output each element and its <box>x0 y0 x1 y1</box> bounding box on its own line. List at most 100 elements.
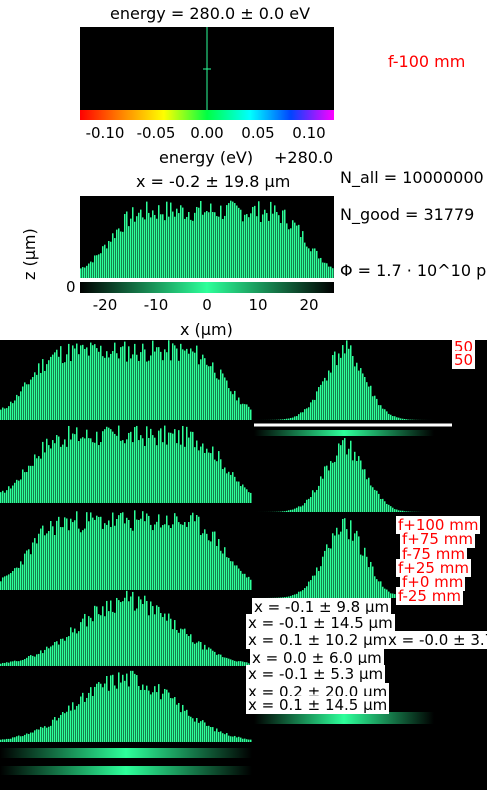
lower-left-bar-3 <box>152 606 154 666</box>
main-bar <box>130 218 132 278</box>
lower-left-bar-2 <box>242 573 244 590</box>
lower-left-bar-3 <box>146 600 148 666</box>
lower-left-bar-2 <box>218 539 220 590</box>
lower-right-bar-2 <box>312 575 314 598</box>
lower-right-bar-2 <box>394 594 396 598</box>
lower-left-bar-3 <box>154 614 156 666</box>
lower-left-bar-0 <box>104 357 106 420</box>
lower-right-bar-2 <box>330 548 332 598</box>
lower-left-bar-3 <box>148 615 150 666</box>
lower-left-bar-4 <box>14 737 16 742</box>
lower-left-bar-2 <box>86 512 88 590</box>
lower-left-bar-0 <box>150 355 152 420</box>
lower-left-bar-2 <box>146 513 148 590</box>
lower-left-bar-3 <box>18 661 20 666</box>
lower-left-bar-0 <box>192 351 194 420</box>
energy-tick-3: 0.05 <box>241 124 275 142</box>
lower-left-bar-4 <box>24 734 26 742</box>
lower-left-bar-0 <box>146 361 148 420</box>
lower-strip-3 <box>254 430 434 436</box>
lower-left-bar-0 <box>138 360 140 420</box>
lower-left-bar-0 <box>46 364 48 420</box>
lower-left-bar-0 <box>182 349 184 420</box>
main-bar <box>106 248 108 278</box>
lower-left-bar-1 <box>238 481 240 503</box>
main-bar <box>300 237 302 278</box>
lower-right-bar-0 <box>292 417 294 420</box>
lower-right-bar-1 <box>372 487 374 512</box>
lower-left-bar-0 <box>134 343 136 420</box>
lower-left-bar-4 <box>208 725 210 742</box>
lower-left-bar-0 <box>82 344 84 420</box>
main-bar <box>116 229 118 278</box>
lower-left-bar-3 <box>62 638 64 666</box>
lower-left-bar-3 <box>178 632 180 666</box>
lower-right-bar-1 <box>308 498 310 512</box>
n-all: N_all = 10000000 <box>340 168 484 187</box>
lower-right-bar-1 <box>374 489 376 512</box>
lower-left-bar-0 <box>204 358 206 420</box>
lower-left-bar-0 <box>58 356 60 420</box>
lower-left-bar-4 <box>204 722 206 742</box>
lower-left-bar-0 <box>236 400 238 420</box>
lower-left-bar-3 <box>64 640 66 666</box>
lower-right-bar-0 <box>312 399 314 420</box>
main-bar <box>232 201 234 278</box>
lower-left-bar-1 <box>106 426 108 503</box>
lower-left-bar-2 <box>56 520 58 590</box>
lower-right-bar-0 <box>342 345 344 420</box>
lower-left-bar-4 <box>174 697 176 742</box>
lower-left-bar-1 <box>10 488 12 503</box>
lower-left-bar-3 <box>42 653 44 666</box>
lower-left-bar-2 <box>228 557 230 590</box>
energy-tick-1: -0.05 <box>136 124 176 142</box>
lower-left-bar-4 <box>186 709 188 742</box>
lower-right-bar-1 <box>284 511 286 512</box>
main-bar <box>82 267 84 278</box>
lower-left-bar-4 <box>216 728 218 742</box>
lower-left-bar-4 <box>192 718 194 742</box>
lower-left-bar-2 <box>244 573 246 590</box>
lower-left-bar-3 <box>182 629 184 666</box>
lower-left-bar-4 <box>246 739 248 742</box>
z-axis-label: z (μm) <box>20 228 39 280</box>
lower-left-bar-1 <box>76 427 78 503</box>
lower-right-bar-0 <box>324 377 326 420</box>
lower-left-bar-1 <box>242 484 244 503</box>
overlay-focus-6: f-25 mm <box>396 587 463 605</box>
lower-left-bar-1 <box>186 426 188 503</box>
lower-right-bar-1 <box>334 461 336 512</box>
lower-left-bar-4 <box>58 717 60 742</box>
lower-right-bar-0 <box>402 418 404 420</box>
lower-left-bar-2 <box>190 515 192 590</box>
lower-left-bar-4 <box>218 731 220 742</box>
lower-left-bar-3 <box>44 649 46 666</box>
lower-right-bar-2 <box>356 530 358 598</box>
lower-left-bar-4 <box>98 682 100 742</box>
lower-left-bar-3 <box>104 616 106 666</box>
main-bar <box>90 261 92 278</box>
main-bar <box>206 211 208 278</box>
lower-left-bar-3 <box>92 621 94 666</box>
lower-right-bar-1 <box>382 498 384 512</box>
lower-left-bar-4 <box>198 722 200 742</box>
lower-left-bar-0 <box>2 407 4 420</box>
lower-left-bar-0 <box>74 348 76 420</box>
main-bar <box>266 213 268 278</box>
lower-left-bar-1 <box>32 465 34 503</box>
lower-right-bar-2 <box>300 591 302 598</box>
lower-left-bar-0 <box>188 353 190 420</box>
lower-left-bar-0 <box>40 372 42 420</box>
lower-left-bar-0 <box>242 403 244 420</box>
lower-right-bar-1 <box>360 460 362 512</box>
lower-left-bar-1 <box>16 479 18 503</box>
lower-left-bar-3 <box>204 644 206 666</box>
lower-left-bar-3 <box>32 655 34 666</box>
lower-right-bar-1 <box>316 489 318 512</box>
lower-right-bar-0 <box>384 409 386 420</box>
lower-left-bar-4 <box>170 698 172 742</box>
lower-left-bar-4 <box>20 736 22 742</box>
overlay-focus-5: f+0 mm <box>400 573 466 591</box>
lower-left-bar-0 <box>116 353 118 420</box>
lower-left-bar-3 <box>78 631 80 666</box>
